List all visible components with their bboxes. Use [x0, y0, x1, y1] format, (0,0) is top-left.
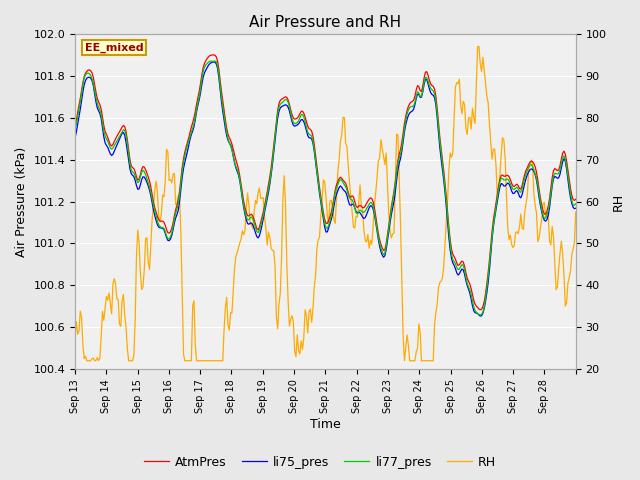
- RH: [83, 358, 91, 364]
- RH: [105, 290, 113, 296]
- li75_pres: [71, 135, 79, 141]
- Title: Air Pressure and RH: Air Pressure and RH: [250, 15, 401, 30]
- li75_pres: [505, 181, 513, 187]
- RH: [572, 209, 580, 215]
- AtmPres: [571, 197, 579, 203]
- li77_pres: [211, 58, 219, 64]
- li75_pres: [210, 59, 218, 65]
- li77_pres: [330, 198, 338, 204]
- li77_pres: [429, 88, 437, 94]
- AtmPres: [429, 84, 437, 89]
- li75_pres: [572, 205, 580, 211]
- RH: [71, 333, 79, 339]
- Y-axis label: RH: RH: [612, 192, 625, 211]
- li75_pres: [571, 206, 579, 212]
- Y-axis label: Air Pressure (kPa): Air Pressure (kPa): [15, 146, 28, 257]
- RH: [330, 217, 338, 223]
- li77_pres: [571, 203, 579, 208]
- Legend: AtmPres, li75_pres, li77_pres, RH: AtmPres, li75_pres, li77_pres, RH: [139, 451, 501, 474]
- li77_pres: [505, 178, 513, 184]
- RH: [90, 355, 97, 361]
- X-axis label: Time: Time: [310, 419, 340, 432]
- li77_pres: [71, 128, 79, 133]
- Line: li75_pres: li75_pres: [75, 62, 576, 316]
- li75_pres: [88, 78, 96, 84]
- AtmPres: [104, 134, 111, 140]
- Line: AtmPres: AtmPres: [75, 55, 576, 310]
- AtmPres: [476, 307, 484, 312]
- AtmPres: [330, 195, 338, 201]
- AtmPres: [572, 196, 580, 202]
- RH: [474, 44, 481, 49]
- li77_pres: [104, 138, 111, 144]
- RH: [429, 358, 437, 364]
- li75_pres: [476, 313, 484, 319]
- li77_pres: [88, 76, 96, 82]
- li77_pres: [572, 201, 580, 206]
- AtmPres: [505, 174, 513, 180]
- Line: li77_pres: li77_pres: [75, 61, 576, 315]
- li75_pres: [330, 204, 338, 209]
- Text: EE_mixed: EE_mixed: [85, 42, 143, 53]
- RH: [571, 239, 579, 245]
- AtmPres: [71, 124, 79, 130]
- AtmPres: [88, 70, 96, 76]
- li75_pres: [104, 144, 111, 150]
- AtmPres: [210, 52, 218, 58]
- li77_pres: [476, 312, 484, 318]
- li75_pres: [429, 92, 437, 98]
- Line: RH: RH: [75, 47, 576, 361]
- RH: [505, 237, 513, 242]
